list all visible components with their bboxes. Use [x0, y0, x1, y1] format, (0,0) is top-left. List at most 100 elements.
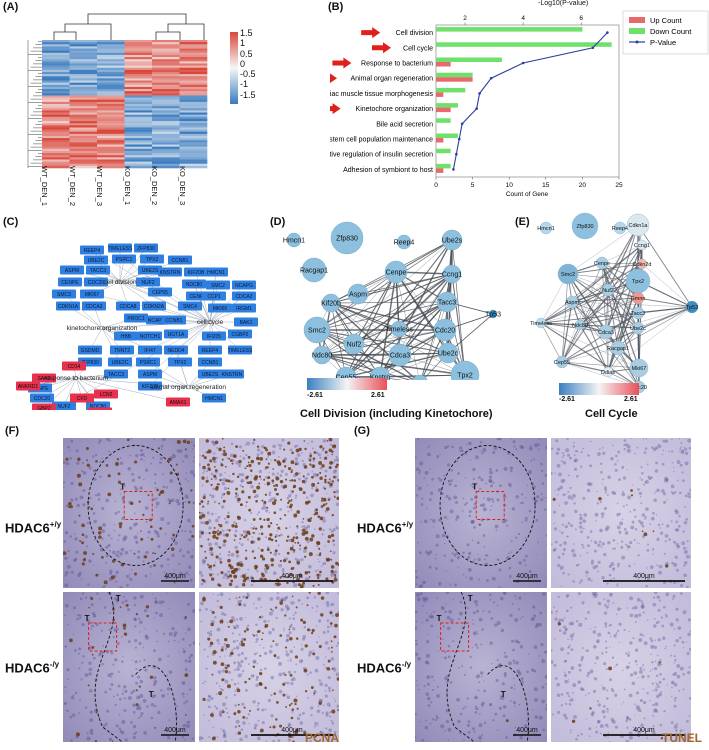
cell-nucleus [245, 716, 249, 720]
heatmap-cell [69, 89, 98, 92]
cell-nucleus [607, 736, 609, 739]
cell-nucleus [421, 738, 425, 742]
heatmap-cell [179, 65, 208, 69]
cell-nucleus [316, 722, 319, 724]
scale-label: 400μm [633, 727, 655, 734]
cell-nucleus [564, 501, 568, 505]
cell-nucleus [660, 616, 664, 619]
cell-nucleus [544, 651, 547, 654]
stained-cell [247, 461, 250, 464]
cell-nucleus [642, 688, 644, 690]
cell-nucleus [645, 584, 648, 588]
cell-nucleus [504, 518, 508, 522]
cell-nucleus [93, 615, 96, 618]
network-edge [316, 239, 453, 331]
cell-nucleus [683, 729, 685, 731]
cell-nucleus [430, 624, 434, 628]
cell-nucleus [679, 584, 684, 588]
heatmap-cell [42, 80, 70, 83]
cell-nucleus [238, 464, 241, 468]
cell-nucleus [561, 513, 565, 518]
stained-cell [239, 563, 244, 567]
cell-nucleus [207, 694, 211, 698]
cell-nucleus [101, 629, 103, 632]
cell-nucleus [301, 451, 303, 454]
cell-nucleus [670, 654, 673, 657]
cell-nucleus [637, 578, 640, 580]
stained-cell [78, 514, 81, 517]
cell-nucleus [153, 679, 158, 684]
cell-nucleus [476, 674, 481, 679]
cell-nucleus [167, 693, 169, 696]
cell-nucleus [684, 451, 689, 455]
cell-nucleus [678, 515, 681, 518]
stained-cell [273, 655, 276, 658]
cell-nucleus [292, 617, 296, 621]
heatmap-cell [69, 82, 98, 86]
cell-nucleus [145, 520, 148, 523]
cell-nucleus [75, 557, 78, 560]
stained-cell [224, 670, 229, 674]
cell-nucleus [208, 645, 211, 648]
cell-nucleus [191, 549, 194, 551]
cell-nucleus [115, 570, 119, 574]
heatmap-cell [152, 161, 180, 165]
cell-nucleus [594, 662, 597, 664]
stained-cell [207, 467, 211, 471]
network-edge [607, 289, 639, 329]
cell-nucleus [681, 541, 686, 546]
stained-cell [300, 618, 304, 622]
cell-nucleus [513, 662, 515, 665]
cell-nucleus [488, 593, 492, 597]
cell-nucleus [662, 677, 666, 681]
cell-nucleus [456, 460, 459, 463]
cell-nucleus [305, 477, 309, 480]
cell-nucleus [476, 630, 478, 633]
gene-label: Racgap1 [607, 346, 629, 352]
stained-cell [75, 732, 80, 737]
stained-cell [660, 737, 664, 740]
cell-nucleus [426, 612, 428, 614]
cell-nucleus [237, 567, 241, 571]
cell-nucleus [472, 485, 475, 489]
stained-cell [270, 521, 273, 525]
cell-nucleus [519, 617, 522, 620]
stained-cell [238, 459, 242, 464]
cell-nucleus [222, 576, 225, 579]
cell-nucleus [428, 550, 433, 554]
cell-nucleus [607, 603, 610, 606]
heatmap-cell [124, 80, 153, 83]
node-label: UBE2C [112, 360, 129, 366]
cell-nucleus [65, 504, 69, 508]
stained-cell [111, 740, 114, 742]
cell-nucleus [576, 450, 579, 453]
cell-nucleus [475, 676, 478, 679]
cell-nucleus [112, 663, 115, 666]
cell-nucleus [688, 735, 691, 738]
heatmap-cell [179, 40, 208, 43]
stained-cell [264, 447, 267, 450]
cell-nucleus [635, 705, 640, 710]
heatmap-cell [124, 150, 153, 154]
cell-nucleus [211, 440, 215, 444]
cell-nucleus [256, 448, 261, 452]
cell-nucleus [81, 661, 84, 664]
cell-nucleus [206, 476, 209, 479]
cell-nucleus [489, 484, 493, 488]
network-node-red [166, 397, 190, 407]
heatmap-cell [124, 131, 153, 135]
network-edge [321, 273, 453, 356]
pvalue-point [460, 122, 464, 126]
heatmap-cell [152, 148, 180, 152]
cell-nucleus [640, 471, 644, 475]
cell-nucleus [664, 540, 667, 543]
cell-nucleus [540, 462, 543, 466]
cell-nucleus [485, 554, 488, 557]
cell-nucleus [471, 646, 473, 649]
cell-nucleus [682, 688, 685, 691]
network-edge [451, 239, 466, 376]
cell-nucleus [287, 724, 291, 727]
stained-cell [249, 709, 252, 712]
cell-nucleus [577, 734, 580, 737]
cell-nucleus [674, 696, 677, 700]
